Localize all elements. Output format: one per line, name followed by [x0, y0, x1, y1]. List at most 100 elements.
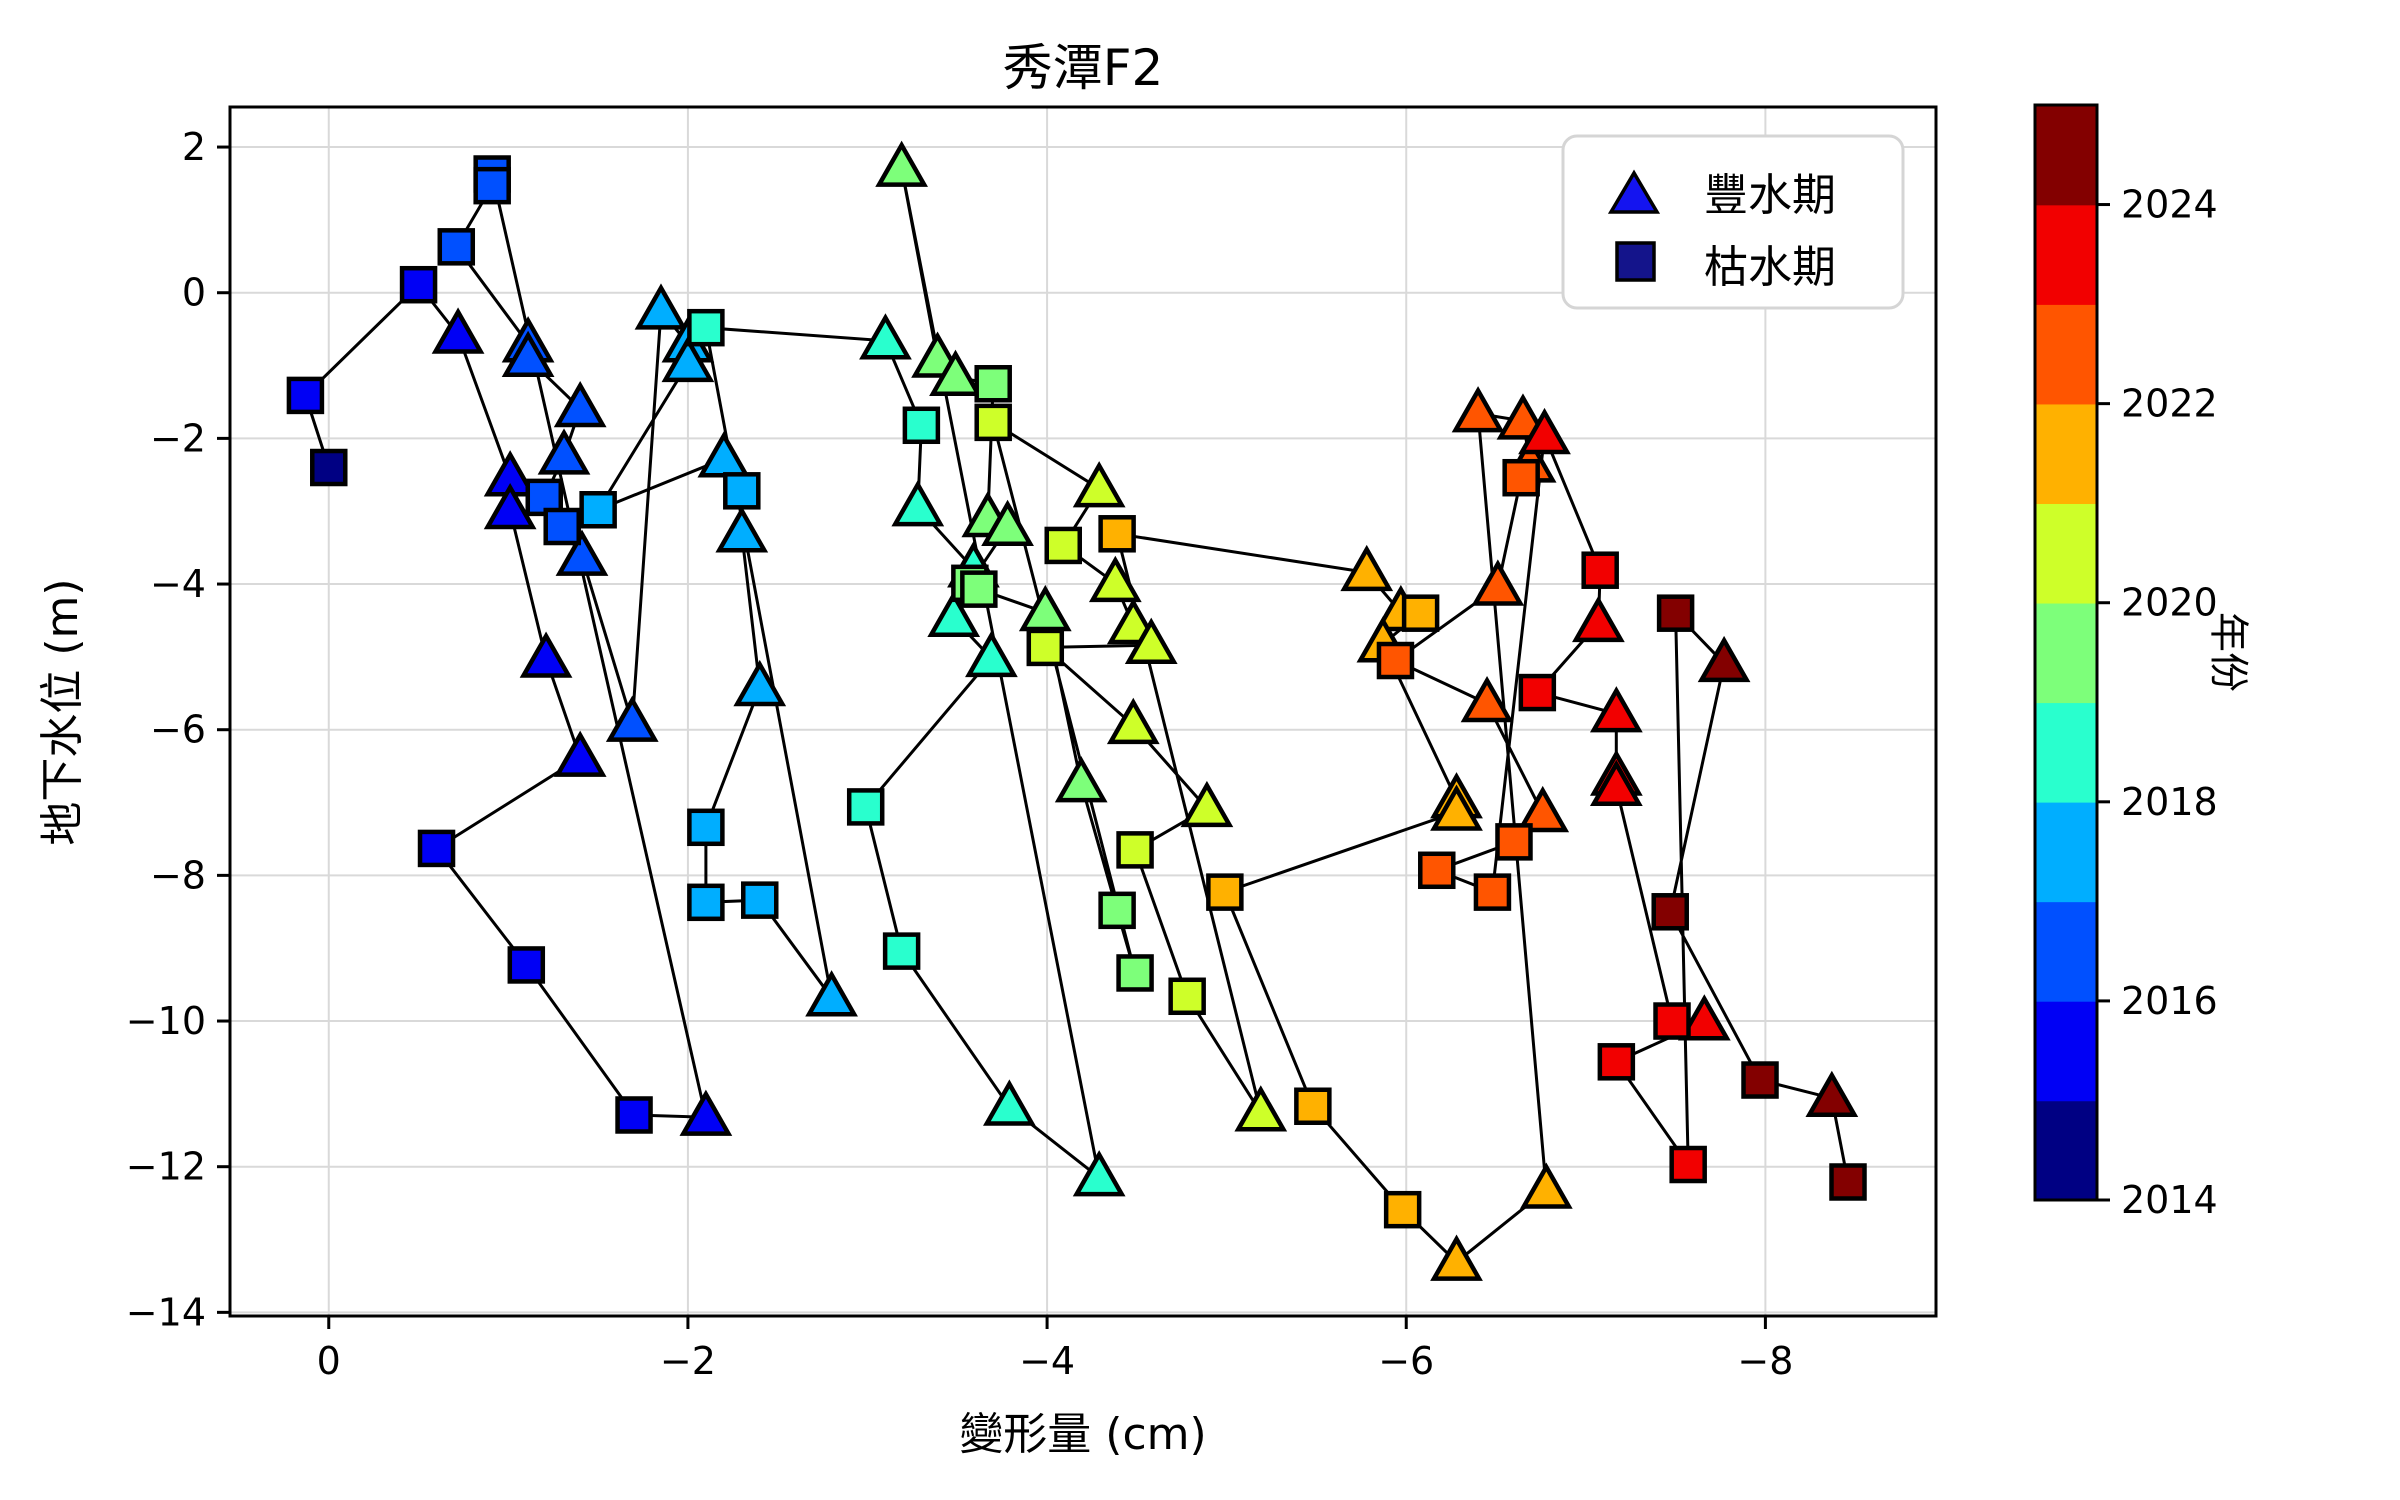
colorbar-tick-label: 2018 [2121, 780, 2218, 824]
data-point-square [1418, 851, 1456, 890]
data-point-triangle [1072, 1150, 1126, 1197]
data-point-triangle [661, 335, 715, 383]
data-point-square [543, 507, 581, 546]
colorbar-frame [2033, 103, 2099, 1202]
data-point-square [1294, 1087, 1332, 1125]
data-point-square [1597, 1043, 1636, 1081]
data-point-triangle [1180, 780, 1234, 828]
data-point-triangle [431, 307, 485, 354]
legend-dry-season-label: 枯水期 [1704, 242, 1836, 293]
data-point-square [286, 376, 325, 415]
data-point-triangle [537, 428, 591, 475]
data-point-square [1044, 526, 1082, 565]
colorbar-segment [2035, 602, 2097, 704]
data-point-triangle [1805, 1070, 1859, 1117]
data-point-square [687, 808, 725, 847]
dry-season-markers [286, 155, 1867, 1229]
chart-title: 秀潭F2 [1002, 39, 1164, 97]
data-point-square [1829, 1163, 1867, 1201]
data-point-square [417, 829, 456, 868]
y-tick-label: −4 [150, 562, 206, 606]
data-point-square [1502, 458, 1540, 497]
data-point-triangle [1430, 784, 1483, 831]
data-point-square [1669, 1145, 1707, 1184]
data-point-square [1473, 873, 1512, 911]
data-point-square [902, 406, 941, 445]
data-point-triangle [697, 431, 751, 478]
data-point-square [1206, 873, 1244, 911]
data-point-triangle [983, 1079, 1036, 1126]
y-tick-label: −8 [150, 853, 206, 897]
data-point-triangle [859, 313, 912, 360]
colorbar-segment [2035, 204, 2097, 305]
data-point-square [974, 403, 1012, 442]
data-point-triangle [1072, 461, 1126, 508]
data-point-square [846, 788, 885, 826]
y-axis-label: 地下水位 (m) [37, 578, 88, 846]
data-point-triangle [1589, 759, 1643, 806]
data-point-triangle [553, 380, 607, 428]
colorbar-segment [2035, 901, 2097, 1002]
data-point-triangle [679, 1089, 733, 1136]
data-point-triangle [1519, 1162, 1573, 1209]
data-point-square [741, 881, 779, 919]
data-point-square [1098, 891, 1136, 930]
x-tick-label: −8 [1737, 1339, 1793, 1383]
colorbar-tick-label: 2020 [2121, 581, 2218, 625]
data-point-square [1116, 954, 1154, 992]
data-point-triangle [891, 480, 945, 527]
y-axis-ticks: 2 0 −2 −4 −6 −8 −10 −12 −14 [126, 125, 230, 1334]
colorbar-segment [2035, 105, 2097, 206]
data-point-square [687, 883, 725, 922]
data-point-triangle [965, 630, 1018, 678]
data-point-triangle [1677, 994, 1731, 1041]
colorbar-tick-label: 2024 [2121, 183, 2218, 227]
plot-generated: 0 −2 −4 −6 −8 2 0 −2 −4 −6 −8 −10 −12 −14 2014 2016 2018… [126, 103, 2218, 1383]
data-point-square [1518, 673, 1557, 712]
data-point-triangle [733, 659, 787, 707]
data-point-triangle [553, 730, 607, 777]
data-point-square [1581, 551, 1619, 589]
colorbar-tick-label: 2014 [2121, 1178, 2218, 1222]
data-point-square [960, 570, 998, 608]
data-point-triangle [1471, 559, 1525, 606]
legend-wet-season-label: 豐水期 [1704, 170, 1836, 221]
data-point-square [1651, 893, 1689, 931]
data-point-square [310, 448, 348, 487]
data-point-triangle [929, 349, 982, 396]
colorbar-tick-label: 2016 [2121, 979, 2218, 1023]
data-point-triangle [519, 631, 573, 678]
data-point-triangle [1589, 686, 1643, 733]
data-point-square [399, 265, 438, 304]
y-tick-label: −10 [126, 999, 206, 1043]
data-point-triangle [981, 499, 1034, 546]
data-point-triangle [1572, 595, 1625, 643]
data-point-triangle [634, 283, 688, 330]
legend-dry-season-marker-icon [1615, 241, 1656, 282]
data-point-square [1026, 628, 1065, 667]
data-point-square [1098, 515, 1136, 553]
data-point-triangle [1518, 407, 1571, 455]
data-point-square [473, 166, 511, 205]
colorbar-segment [2035, 403, 2097, 504]
data-point-triangle [1451, 386, 1505, 433]
data-point-square [1653, 1002, 1691, 1040]
plot-frame [228, 105, 1938, 1318]
y-tick-label: 0 [182, 271, 206, 315]
data-point-square [1383, 1190, 1422, 1229]
legend-wet-season-marker-icon [1607, 169, 1661, 214]
colorbar-segment [2035, 1000, 2097, 1102]
data-point-triangle [1124, 617, 1178, 664]
y-tick-label: 2 [182, 125, 206, 169]
data-point-triangle [715, 506, 769, 553]
data-point-square [882, 932, 921, 970]
data-point-triangle [1018, 584, 1072, 632]
data-point-triangle [1340, 544, 1394, 592]
colorbar-segment [2035, 1100, 2097, 1201]
colorbar-segment [2035, 304, 2097, 405]
data-point-triangle [805, 970, 858, 1017]
colorbar-segment [2035, 702, 2097, 803]
data-point-square [974, 365, 1012, 403]
data-point-square [437, 228, 476, 266]
